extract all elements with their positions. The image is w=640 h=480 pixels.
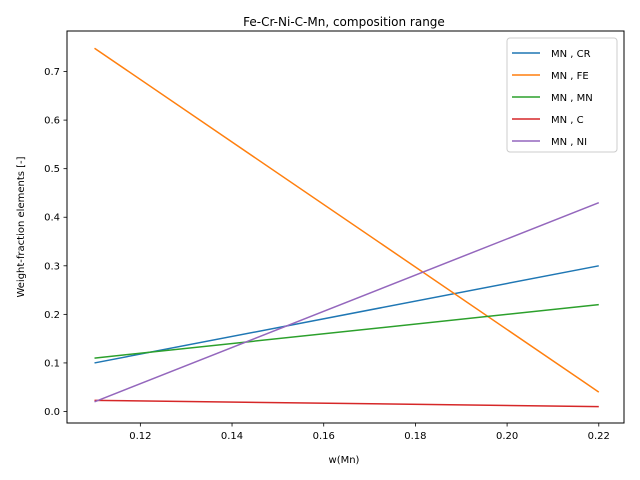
y-axis-label: Weight-fraction elements [-] bbox=[16, 156, 27, 297]
y-tick-label: 0.0 bbox=[44, 407, 60, 418]
y-tick-label: 0.1 bbox=[44, 358, 60, 369]
legend-label: MN , C bbox=[551, 115, 584, 126]
plot-area bbox=[94, 47, 600, 408]
series-line-3 bbox=[94, 399, 599, 408]
x-tick-label: 0.18 bbox=[404, 431, 426, 442]
y-axis: 0.0 0.1 0.2 0.3 0.4 0.5 0.6 0.7 bbox=[44, 67, 67, 418]
y-tick-label: 0.3 bbox=[44, 261, 60, 272]
y-tick-label: 0.6 bbox=[44, 116, 60, 127]
legend-box bbox=[506, 37, 618, 153]
series-line-1 bbox=[94, 47, 600, 393]
y-tick-label: 0.4 bbox=[44, 213, 60, 224]
legend-label: MN , CR bbox=[551, 49, 591, 60]
series-line-0 bbox=[94, 265, 599, 364]
legend-label: MN , NI bbox=[551, 137, 587, 148]
series-line-4 bbox=[94, 201, 600, 403]
y-tick-label: 0.7 bbox=[44, 67, 60, 78]
legend-label: MN , FE bbox=[551, 71, 589, 82]
x-axis-label: w(Mn) bbox=[329, 455, 360, 466]
plot-frame bbox=[66, 30, 625, 424]
legend-label: MN , MN bbox=[551, 93, 593, 104]
x-tick-label: 0.12 bbox=[129, 431, 151, 442]
x-tick-label: 0.20 bbox=[496, 431, 518, 442]
y-tick-label: 0.2 bbox=[44, 310, 60, 321]
chart-title: Fe-Cr-Ni-C-Mn, composition range bbox=[243, 15, 445, 29]
x-tick-label: 0.22 bbox=[588, 431, 610, 442]
x-tick-label: 0.16 bbox=[313, 431, 335, 442]
x-tick-label: 0.14 bbox=[221, 431, 243, 442]
legend: MN , CR MN , FE MN , MN MN , C MN , NI bbox=[506, 37, 618, 153]
x-axis: 0.12 0.14 0.16 0.18 0.20 0.22 bbox=[129, 423, 610, 442]
series-line-2 bbox=[94, 303, 599, 359]
y-tick-label: 0.5 bbox=[44, 164, 60, 175]
